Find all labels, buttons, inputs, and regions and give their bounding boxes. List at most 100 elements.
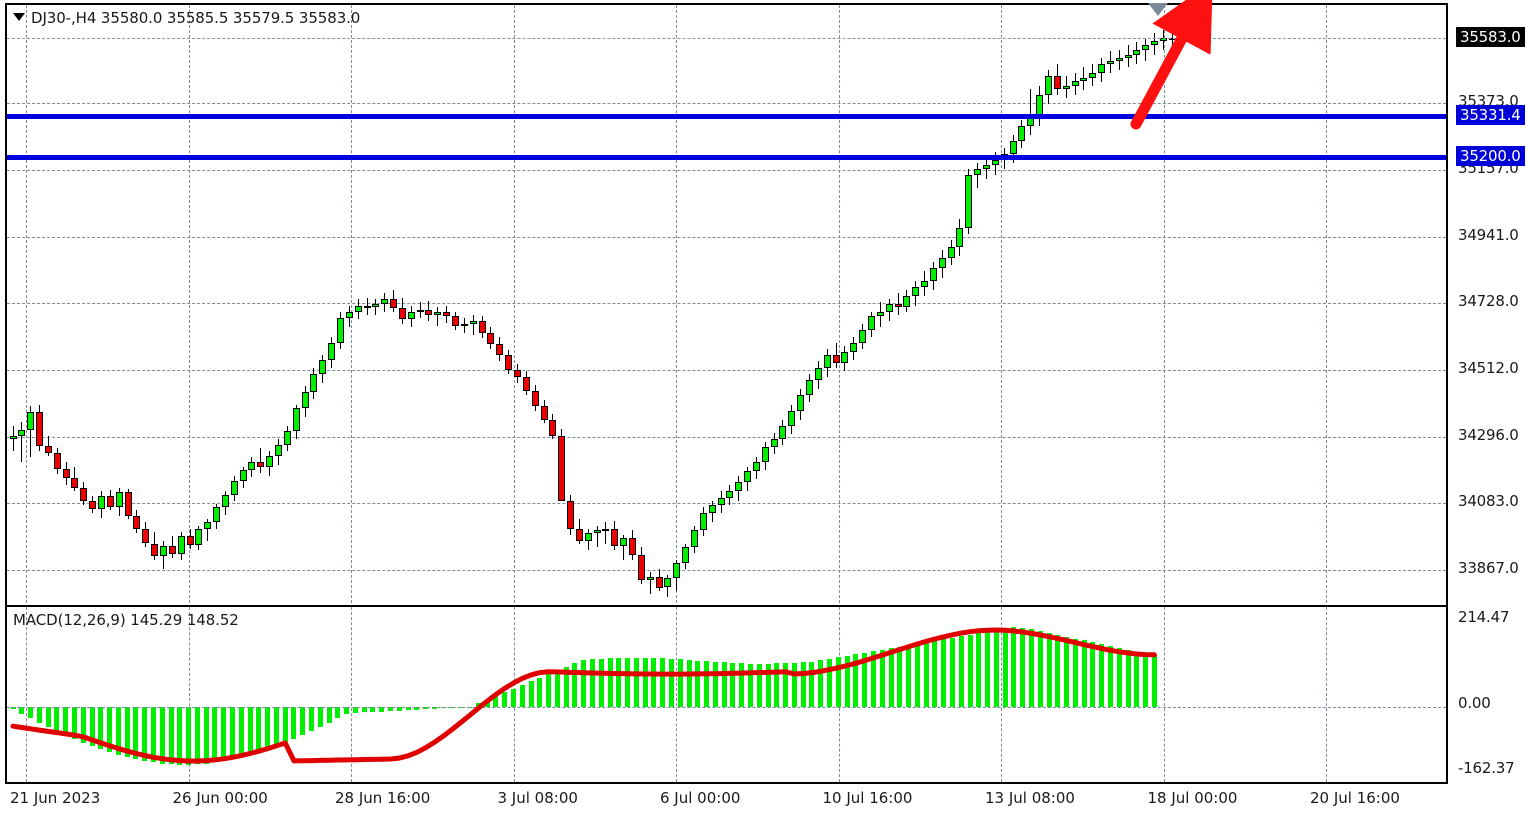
macd-histogram-bar: [528, 681, 534, 707]
candlestick: [1106, 5, 1114, 603]
candle-wick: [12, 426, 14, 452]
price-level-line-1[interactable]: [7, 154, 1446, 160]
price-level-line-0[interactable]: [7, 114, 1446, 120]
candle-body: [1080, 77, 1088, 81]
macd-histogram-bar: [133, 706, 139, 760]
candlestick: [752, 5, 760, 603]
candlestick: [797, 5, 805, 603]
time-gridline: [26, 607, 27, 782]
candlestick: [788, 5, 796, 603]
candlestick: [885, 5, 893, 603]
candle-body: [1018, 125, 1026, 142]
time-gridline: [188, 607, 190, 782]
price-axis[interactable]: 35583.0 35373.0 35157.0 34941.0 34728.0 34512…: [1448, 0, 1526, 790]
macd-histogram-bar: [633, 657, 639, 707]
candle-body: [372, 304, 380, 308]
time-axis-label: 3 Jul 08:00: [497, 789, 578, 807]
candlestick: [841, 5, 849, 603]
candle-body: [629, 537, 636, 555]
candle-body: [558, 435, 566, 501]
macd-histogram-bar: [765, 663, 771, 707]
candlestick: [9, 5, 17, 603]
time-gridline: [26, 5, 27, 603]
candlestick: [487, 5, 495, 603]
candlestick: [567, 5, 575, 603]
candle-body: [894, 304, 902, 308]
macd-histogram-bar: [28, 706, 34, 719]
candle-body: [655, 576, 663, 588]
candle-body: [301, 392, 309, 408]
candlestick: [292, 5, 300, 603]
candle-body: [1044, 76, 1052, 95]
price-gridline: [7, 303, 1446, 305]
candlestick: [974, 5, 982, 603]
candle-body: [469, 321, 477, 324]
candlestick: [398, 5, 406, 603]
candlestick: [213, 5, 221, 603]
candlestick: [363, 5, 371, 603]
candle-body: [664, 578, 672, 588]
candlestick: [850, 5, 858, 603]
candle-body: [292, 407, 300, 432]
candle-body: [752, 462, 760, 472]
macd-histogram-bar: [739, 663, 745, 707]
macd-histogram-bar: [194, 706, 200, 765]
candle-body: [195, 528, 203, 545]
candlestick: [452, 5, 459, 603]
candle-body: [859, 330, 867, 343]
time-gridline: [1326, 5, 1327, 603]
time-axis-label: 6 Jul 00:00: [660, 789, 741, 807]
candlestick: [1009, 5, 1017, 603]
macd-histogram-bar: [150, 706, 156, 763]
candle-body: [522, 376, 530, 391]
candle-body: [36, 412, 44, 446]
macd-histogram-bar: [1090, 642, 1096, 707]
macd-histogram-bar: [625, 657, 631, 707]
time-axis-label: 13 Jul 08:00: [985, 789, 1075, 807]
candle-body: [283, 431, 291, 445]
macd-histogram-bar: [537, 677, 543, 707]
macd-histogram-bar: [598, 658, 604, 707]
macd-histogram-bar: [326, 706, 332, 723]
macd-histogram-bar: [879, 649, 885, 707]
candle-body: [425, 310, 433, 315]
candle-body: [850, 342, 858, 352]
macd-histogram-bar: [607, 658, 613, 707]
macd-histogram-bar: [783, 663, 789, 707]
candle-body: [18, 430, 26, 436]
macd-histogram-bar: [379, 706, 385, 712]
price-chart-panel[interactable]: DJ30-,H4 35580.0 35585.5 35579.5 35583.0: [7, 5, 1446, 603]
candlestick: [655, 5, 663, 603]
macd-histogram-bar: [774, 663, 780, 707]
time-gridline: [1163, 5, 1165, 603]
macd-histogram-bar: [282, 706, 288, 743]
price-panel-header: DJ30-,H4 35580.0 35585.5 35579.5 35583.0: [13, 9, 360, 27]
candle-body: [779, 426, 787, 439]
candle-body: [682, 547, 690, 563]
candlestick: [744, 5, 752, 603]
candlestick: [283, 5, 291, 603]
level-price-tag-1[interactable]: 35200.0: [1456, 145, 1525, 166]
macd-histogram-bar: [976, 633, 982, 707]
macd-indicator-panel[interactable]: MACD(12,26,9) 145.29 148.52: [7, 605, 1446, 782]
time-axis[interactable]: 21 Jun 2023 26 Jun 00:00 28 Jun 16:00 3 Jul…: [5, 786, 1448, 813]
candlestick: [390, 5, 398, 603]
candle-body: [98, 496, 105, 510]
candlestick: [894, 5, 902, 603]
candle-body: [983, 164, 990, 170]
candle-wick: [897, 293, 899, 315]
candlestick: [690, 5, 698, 603]
candle-body: [151, 543, 159, 556]
macd-histogram-bar: [669, 658, 674, 707]
candle-body: [637, 554, 645, 580]
macd-histogram-bar: [686, 660, 692, 707]
macd-histogram-bar: [115, 706, 121, 755]
candle-body: [354, 305, 362, 312]
level-price-tag-0[interactable]: 35331.4: [1456, 105, 1525, 126]
candlestick: [593, 5, 601, 603]
macd-histogram-bar: [642, 657, 648, 707]
time-axis-label: 18 Jul 00:00: [1147, 789, 1238, 807]
candle-body: [496, 344, 504, 356]
candlestick: [717, 5, 725, 603]
caret-down-icon[interactable]: [13, 13, 25, 21]
